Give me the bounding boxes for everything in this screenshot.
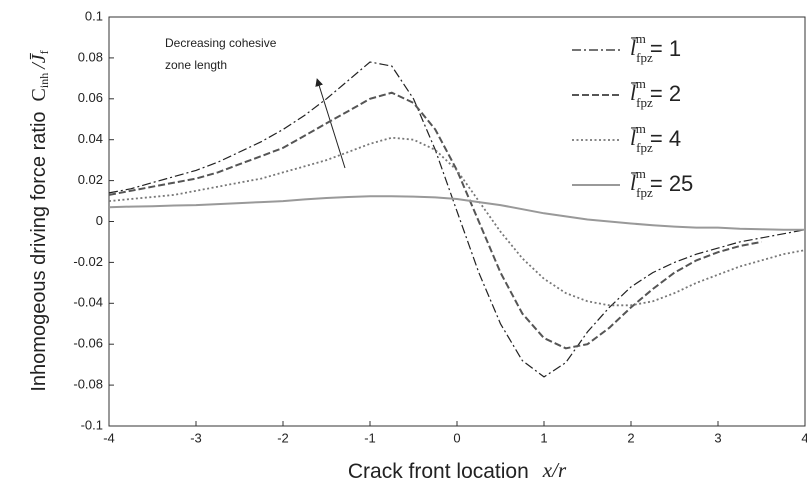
x-tick-label: 3 xyxy=(714,430,721,445)
series-line xyxy=(108,61,806,378)
x-label-text: Crack front location xyxy=(348,460,529,483)
y-tick-label: 0.02 xyxy=(78,172,103,187)
annotation-arrow xyxy=(315,78,346,169)
legend-symbol-sup: m xyxy=(636,76,646,91)
legend-entry: l̄fpz m = 25 xyxy=(630,166,693,200)
y-tick-label: 0.1 xyxy=(85,8,103,23)
y-tick-label: 0 xyxy=(96,213,103,228)
x-tick-label: 0 xyxy=(453,430,460,445)
y-tick-label: -0.04 xyxy=(73,295,103,310)
y-tick-label: -0.1 xyxy=(81,417,103,432)
y-tick-label: -0.06 xyxy=(73,336,103,351)
y-tick-label: -0.02 xyxy=(73,254,103,269)
legend-label: = 4 xyxy=(650,126,681,151)
y-tick-label: 0.04 xyxy=(78,131,103,146)
plot-frame xyxy=(108,16,806,427)
legend-label: = 2 xyxy=(650,81,681,106)
annotation: Decreasing cohesive xyxy=(165,36,277,50)
annotation: zone length xyxy=(165,58,227,72)
legend-symbol-sup: m xyxy=(636,166,646,181)
legend-symbol: l̄ xyxy=(630,125,639,150)
legend-entry: l̄fpz m = 4 xyxy=(630,121,681,155)
legend-label: = 1 xyxy=(650,36,681,61)
y-label-part: inh xyxy=(37,73,51,88)
legend-label: = 25 xyxy=(650,171,693,196)
y-axis-label: Inhomogeous driving force ratio Cinh/J̄f xyxy=(28,50,51,391)
x-tick-label: 4 xyxy=(801,430,807,445)
legend-symbol: l̄ xyxy=(630,170,639,195)
legend-symbol: l̄ xyxy=(630,35,639,60)
y-label-part: f xyxy=(37,50,51,54)
x-label-var: x/r xyxy=(542,458,567,482)
legend-symbol-sub: fpz xyxy=(636,185,653,200)
legend-symbol-sub: fpz xyxy=(636,95,653,110)
legend-symbol-sub: fpz xyxy=(636,140,653,155)
x-tick-label: -2 xyxy=(277,430,289,445)
legend-entry: l̄fpz m = 2 xyxy=(630,76,681,110)
x-axis-label: Crack front location x/r xyxy=(348,458,567,483)
x-tick-label: -4 xyxy=(103,430,115,445)
y-tick-label: 0.08 xyxy=(78,49,103,64)
legend-entry: l̄fpz m = 1 xyxy=(630,31,681,65)
x-tick-label: 1 xyxy=(540,430,547,445)
legend-symbol-sup: m xyxy=(636,121,646,136)
y-tick-label: -0.08 xyxy=(73,377,103,392)
y-label-part: /J̄ xyxy=(28,53,50,70)
y-label-text: Inhomogeous driving force ratio xyxy=(28,111,50,391)
legend-symbol: l̄ xyxy=(630,80,639,105)
x-tick-label: -3 xyxy=(190,430,202,445)
x-tick-label: 2 xyxy=(627,430,634,445)
y-tick-label: 0.06 xyxy=(78,90,103,105)
series-line xyxy=(108,91,762,350)
series-line xyxy=(108,195,805,231)
legend-symbol-sub: fpz xyxy=(636,50,653,65)
x-tick-label: -1 xyxy=(364,430,376,445)
y-label-part: C xyxy=(28,88,50,101)
series-line xyxy=(108,136,806,307)
legend-symbol-sup: m xyxy=(636,31,646,46)
